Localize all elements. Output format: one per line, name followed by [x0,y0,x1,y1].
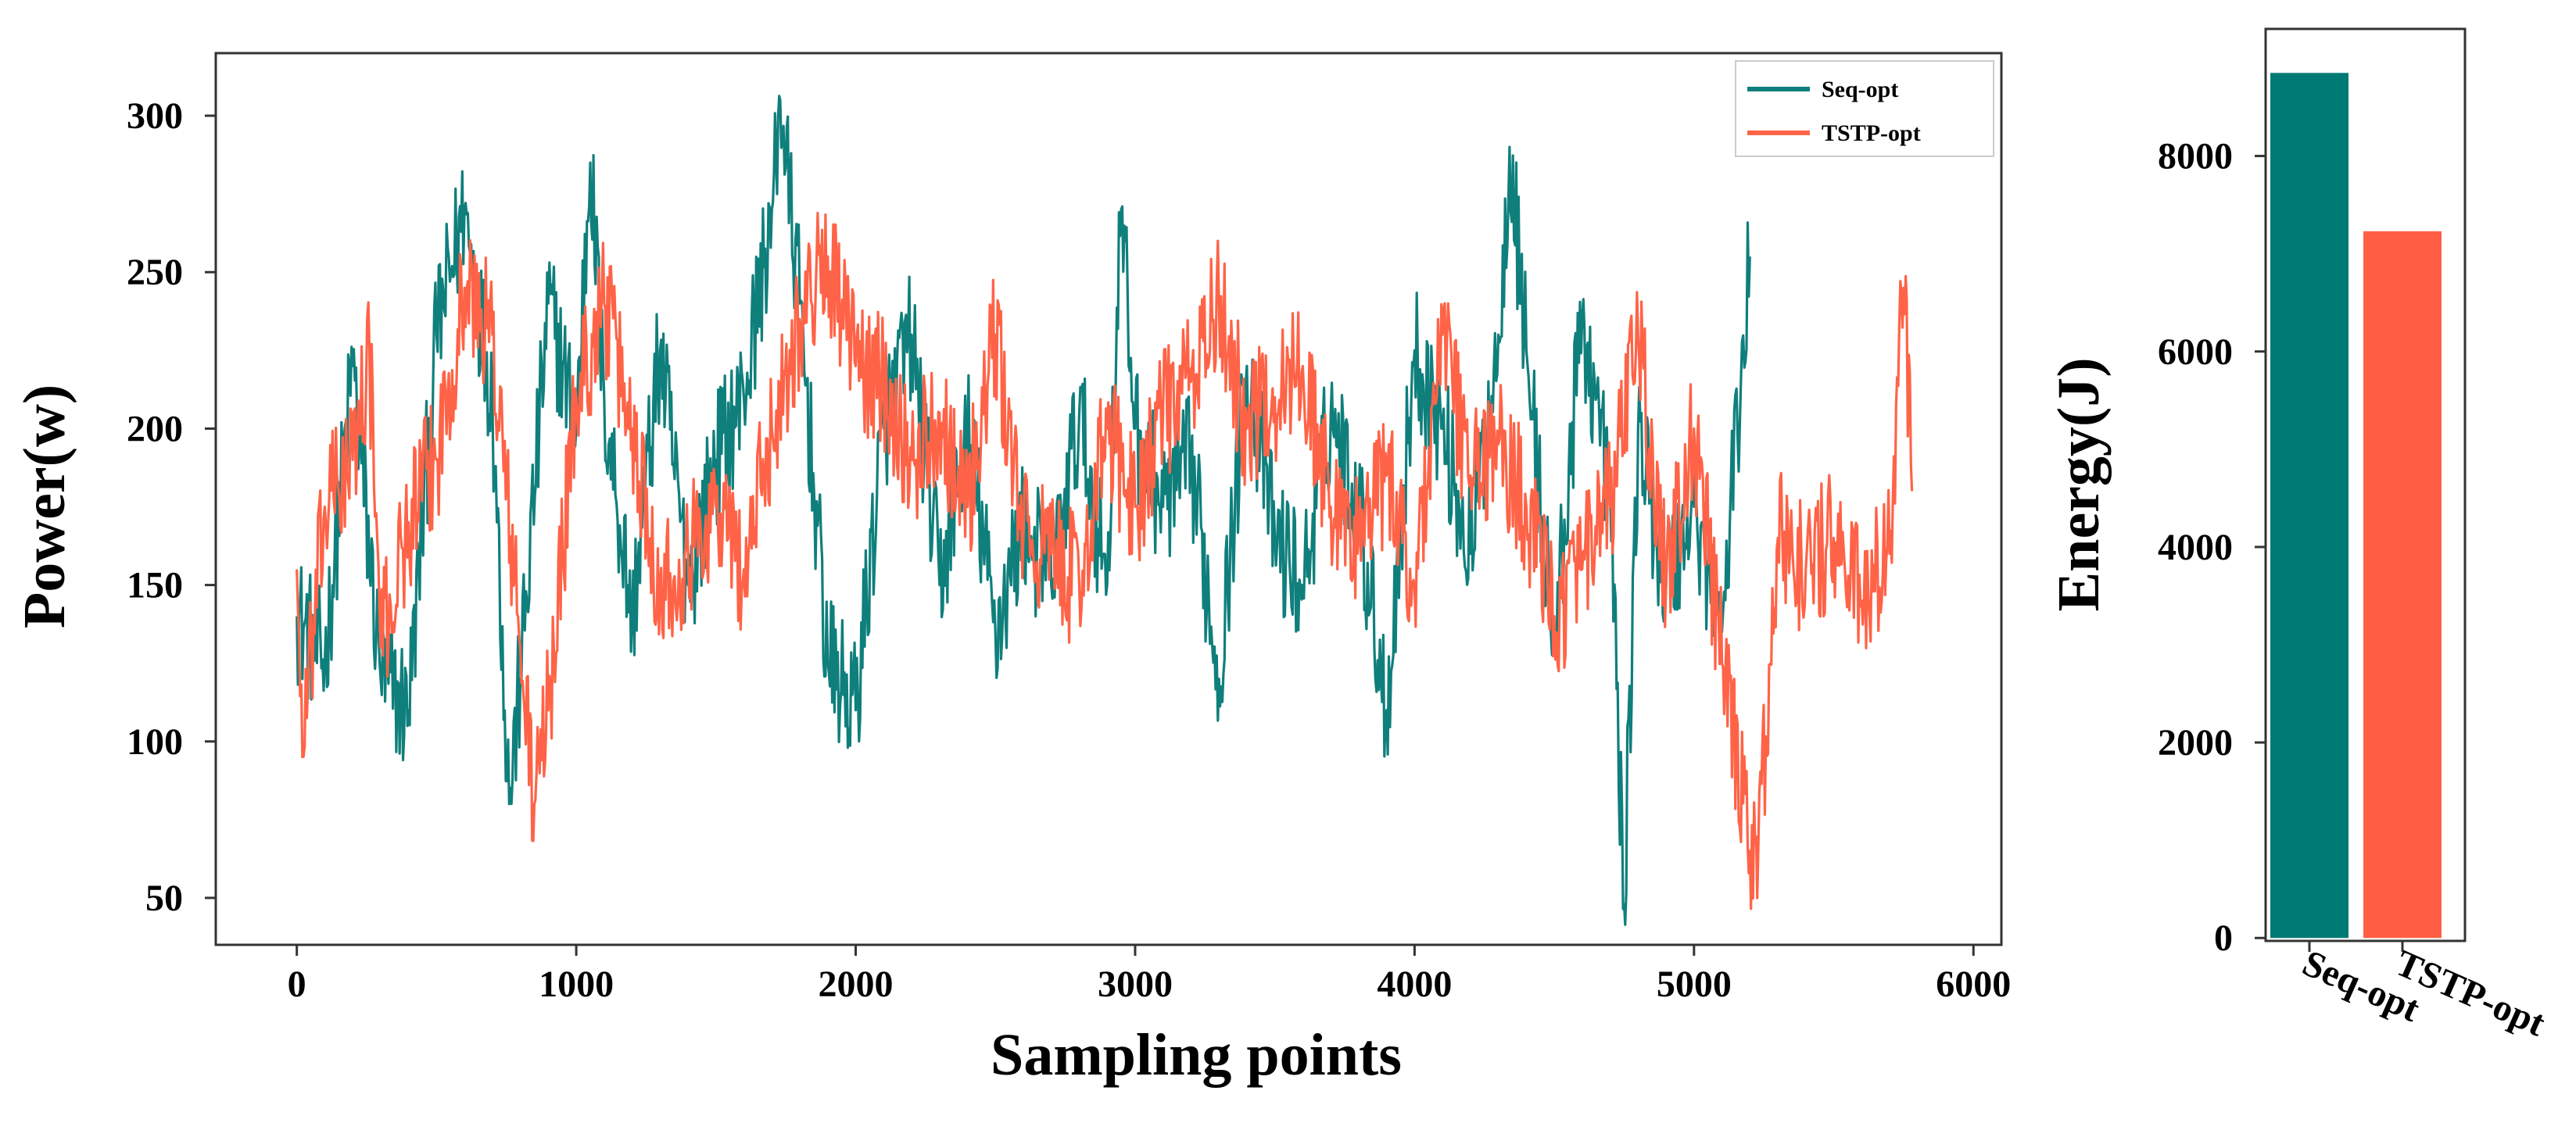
x-tick-label: 4000 [1377,964,1452,1005]
line-y-ticks: 50 100 150 200 250 300 [127,95,216,919]
bar-y-tick-label: 8000 [2158,136,2233,177]
legend: Seq-opt TSTP-opt [1735,60,1994,157]
x-tick-label: 5000 [1657,964,1732,1005]
x-tick-label: 6000 [1936,964,2011,1005]
line-series-group [296,95,1914,926]
bar-y-tick-label: 6000 [2158,331,2233,373]
y-tick-label: 250 [127,252,183,293]
bar-tstp-opt [2363,231,2442,939]
y-tick-label: 300 [127,95,183,137]
y-tick-label: 150 [127,565,183,606]
y-tick-label: 200 [127,408,183,449]
x-tick-label: 1000 [539,964,614,1005]
bar-y-axis-label: Energy(J) [2046,357,2112,611]
bar-seq-opt [2270,73,2348,939]
legend-label-seq-opt: Seq-opt [1822,77,1898,102]
y-tick-label: 50 [145,878,183,919]
bar-y-ticks: 0 2000 4000 6000 8000 [2158,136,2266,959]
legend-box [1735,60,1994,157]
line-x-axis-label: Sampling points [991,1022,1402,1088]
bar-y-tick-label: 2000 [2158,722,2233,764]
bar-group [2270,73,2442,939]
x-tick-label: 3000 [1098,964,1173,1005]
x-tick-label: 2000 [819,964,894,1005]
bar-y-tick-label: 4000 [2158,527,2233,568]
x-tick-label: 0 [288,964,306,1005]
y-tick-label: 100 [127,721,183,763]
legend-label-tstp-opt: TSTP-opt [1822,120,1921,146]
series-line-tstp-opt [296,212,1914,910]
power-line-chart: 0 1000 2000 3000 4000 5000 6000 50 100 150 200 250… [12,52,2011,1088]
line-y-axis-label: Power(w) [12,384,77,628]
bar-y-tick-label: 0 [2214,917,2233,959]
line-x-ticks: 0 1000 2000 3000 4000 5000 6000 [288,945,2011,1005]
